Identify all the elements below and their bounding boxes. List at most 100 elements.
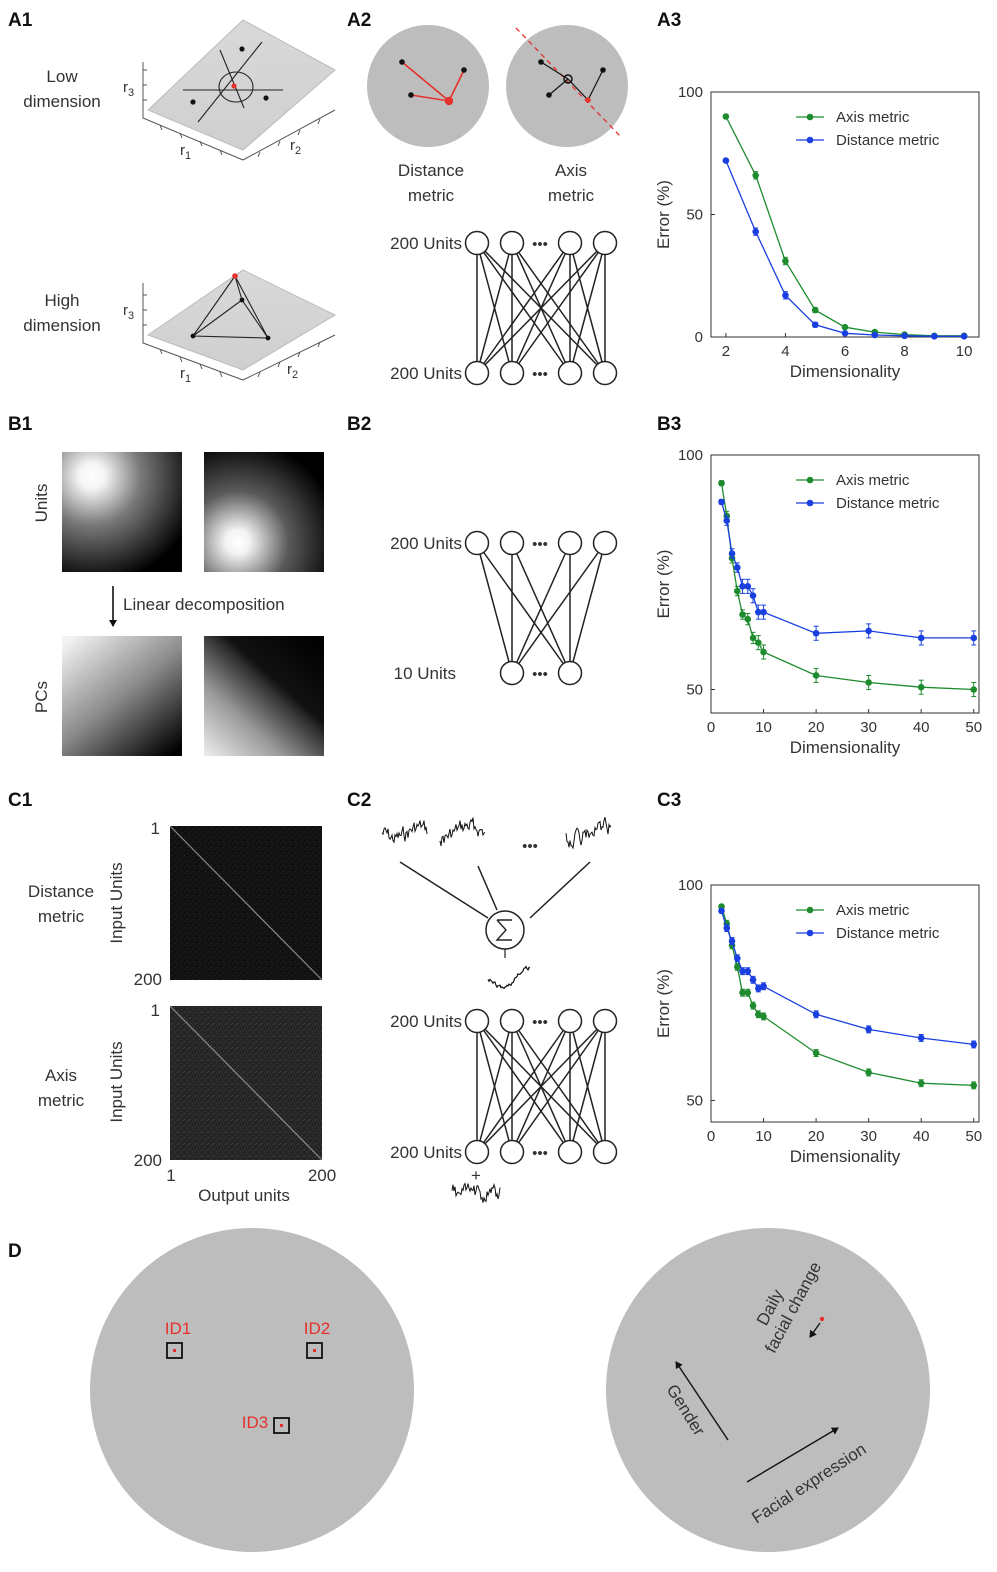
b3-point-distance-metric-5 bbox=[744, 583, 752, 590]
b2-top-node-2 bbox=[557, 530, 583, 556]
c2-bottom-node-3 bbox=[592, 1139, 618, 1165]
c2-bottom-node-1 bbox=[499, 1139, 525, 1165]
c3-point-distance-metric-8 bbox=[760, 982, 767, 990]
a1-low-dimension-diagram: Low dimension r3 r1 r2 bbox=[23, 19, 336, 162]
a3-point-distance-metric-3 bbox=[811, 321, 819, 329]
a1-low-r3: r3 bbox=[123, 79, 134, 99]
a2-link-3-0 bbox=[476, 242, 606, 374]
a1-low-r2: r2 bbox=[290, 137, 301, 157]
a3-xtick-4: 4 bbox=[781, 343, 789, 360]
a2-top-ellipsis: ••• bbox=[532, 236, 548, 253]
a2-bottom-node-0 bbox=[464, 360, 490, 386]
c3-point-distance-metric-11 bbox=[917, 1034, 925, 1042]
b1-unit-image-1 bbox=[62, 452, 182, 572]
a1-low-label-1: Low bbox=[46, 67, 78, 86]
b3-point-axis-metric-12 bbox=[970, 686, 978, 693]
a2-top-node-2 bbox=[557, 230, 583, 256]
a2-network-diagram: 200 Units 200 Units ••• ••• bbox=[390, 230, 618, 386]
a1-high-label-1: High bbox=[45, 291, 80, 310]
c2-link-1-0 bbox=[476, 1020, 513, 1153]
b1-unit-image-2 bbox=[204, 452, 324, 572]
b1-decomposition: Units Linear decomposition PCs bbox=[32, 452, 324, 756]
c3-point-axis-metric-8 bbox=[760, 1013, 767, 1020]
a3-point-axis-metric-4 bbox=[841, 323, 849, 331]
c3-plot-frame bbox=[710, 884, 980, 1123]
c1-axis-label-1: Axis bbox=[45, 1066, 77, 1085]
a1-high-r1: r1 bbox=[180, 365, 191, 385]
a3-point-distance-metric-1 bbox=[752, 228, 759, 235]
b3-ytick-50: 50 bbox=[686, 682, 703, 699]
c3-point-distance-metric-2 bbox=[728, 937, 736, 945]
c2-link-3-0 bbox=[476, 1020, 606, 1153]
b3-point-distance-metric-10 bbox=[865, 627, 872, 635]
a3-xlabel: Dimensionality bbox=[790, 362, 901, 381]
b2-link-0-1 bbox=[476, 542, 571, 674]
a2-link-3-1 bbox=[511, 242, 606, 374]
d-expression-arrow bbox=[746, 1427, 839, 1483]
a2-distance-label-2: metric bbox=[408, 186, 455, 205]
a3-point-distance-metric-7 bbox=[931, 332, 938, 340]
b3-xtick-30: 30 bbox=[860, 719, 877, 736]
b2-network-diagram: 200 Units 10 Units ••• ••• bbox=[390, 530, 618, 686]
b1-decomposition-label: Linear decomposition bbox=[123, 595, 285, 614]
c3-point-distance-metric-6 bbox=[749, 976, 757, 984]
c3-point-distance-metric-1 bbox=[723, 924, 731, 932]
c1-tick-1-top: 1 bbox=[151, 819, 160, 838]
d-id3-label: ID3 bbox=[242, 1413, 268, 1432]
c1-weight-matrices: Distance metric Input Units 1 200 Axis m… bbox=[28, 819, 336, 1205]
a3-ylabel: Error (%) bbox=[654, 180, 673, 249]
a2-bottom-node-1 bbox=[499, 360, 525, 386]
b3-ytick-100: 100 bbox=[678, 447, 703, 464]
c1-tick-200-left: 200 bbox=[134, 1151, 162, 1170]
panel-label-a1: A1 bbox=[8, 10, 33, 31]
a1-low-r1: r1 bbox=[180, 142, 191, 162]
c2-bottom-units: 200 Units bbox=[390, 1143, 462, 1162]
a1-low-label-2: dimension bbox=[23, 92, 101, 111]
chart-b3: 0 10 20 30 40 50 50 100 Dimensionality Error (%) A… bbox=[654, 447, 982, 757]
b3-point-axis-metric-6 bbox=[749, 634, 757, 642]
c1-tick-200-top: 200 bbox=[134, 970, 162, 989]
a2-axis-label-1: Axis bbox=[555, 161, 587, 180]
c2-bottom-node-2 bbox=[557, 1139, 583, 1165]
c2-trace-ellipsis: ••• bbox=[522, 838, 538, 855]
a3-point-distance-metric-0 bbox=[722, 157, 730, 164]
a2-bottom-node-2 bbox=[557, 360, 583, 386]
c3-point-axis-metric-7 bbox=[754, 1010, 762, 1018]
a1-low-plane bbox=[147, 19, 336, 151]
a2-bottom-units: 200 Units bbox=[390, 364, 462, 383]
a1-high-r3: r3 bbox=[123, 302, 134, 322]
c2-bottom-node-0 bbox=[464, 1139, 490, 1165]
panel-label-a3: A3 bbox=[657, 10, 681, 31]
b3-point-distance-metric-7 bbox=[754, 608, 762, 616]
c3-point-distance-metric-3 bbox=[733, 954, 741, 962]
b3-point-axis-metric-5 bbox=[744, 615, 752, 623]
c3-legend-axis-metric: Axis metric bbox=[836, 902, 910, 919]
a3-point-axis-metric-2 bbox=[782, 257, 789, 265]
c3-legend-distance-metric: Distance metric bbox=[836, 925, 940, 942]
c3-point-axis-metric-9 bbox=[812, 1049, 820, 1057]
a3-ytick-50: 50 bbox=[686, 207, 703, 224]
c2-link-3-1 bbox=[511, 1020, 606, 1153]
c3-point-axis-metric-6 bbox=[749, 1002, 757, 1009]
b3-point-distance-metric-3 bbox=[733, 564, 741, 571]
d-id1-label: ID1 bbox=[165, 1319, 191, 1338]
panel-label-b1: B1 bbox=[8, 414, 33, 435]
b3-point-distance-metric-2 bbox=[728, 550, 736, 557]
a1-high-r2: r2 bbox=[287, 361, 298, 381]
b2-top-ellipsis: ••• bbox=[532, 536, 548, 553]
b2-top-units: 200 Units bbox=[390, 534, 462, 553]
c3-point-axis-metric-11 bbox=[917, 1079, 925, 1087]
c2-top-ellipsis: ••• bbox=[532, 1014, 548, 1031]
c3-xtick-50: 50 bbox=[965, 1128, 982, 1145]
c3-xtick-0: 0 bbox=[707, 1128, 715, 1145]
c2-link-2-0 bbox=[476, 1020, 571, 1153]
a3-point-distance-metric-5 bbox=[871, 331, 879, 339]
a2-bottom-ellipsis: ••• bbox=[532, 366, 548, 383]
a2-top-units: 200 Units bbox=[390, 234, 462, 253]
a1-high-dimension-diagram: High dimension r3 r1 r2 bbox=[23, 269, 337, 385]
panel-label-d: D bbox=[8, 1241, 22, 1262]
b2-bottom-ellipsis: ••• bbox=[532, 666, 548, 683]
b3-point-axis-metric-0 bbox=[718, 479, 725, 487]
b3-xtick-10: 10 bbox=[755, 719, 772, 736]
b3-plot-frame bbox=[710, 454, 980, 714]
